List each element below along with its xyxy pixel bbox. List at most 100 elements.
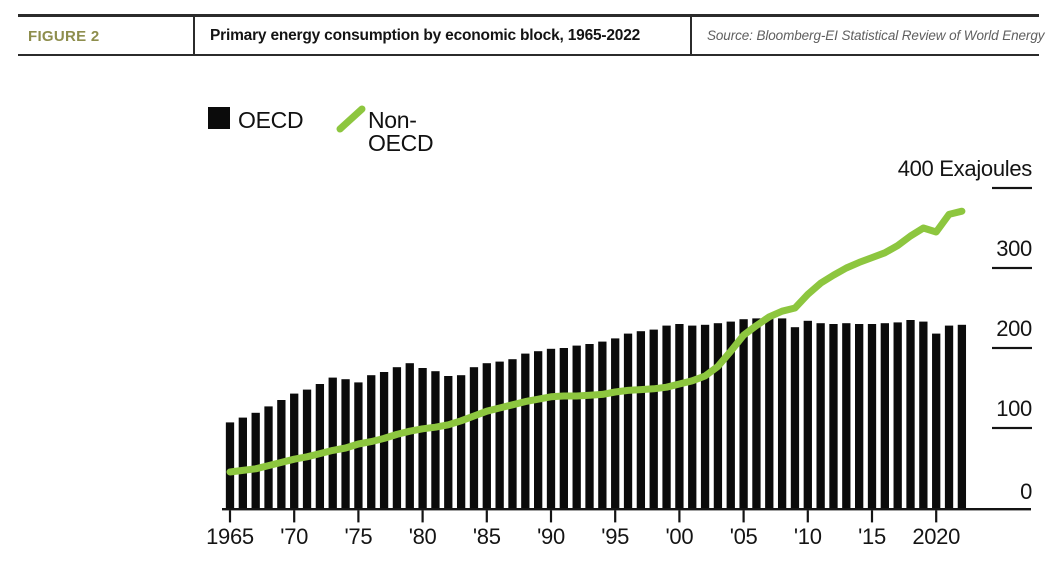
oecd-swatch-icon bbox=[208, 107, 230, 129]
oecd-bar-1966 bbox=[238, 417, 247, 508]
oecd-bar-1996 bbox=[623, 333, 633, 508]
x-tick-label-2010: '10 bbox=[794, 524, 822, 549]
oecd-bar-2006 bbox=[752, 318, 761, 508]
oecd-bar-1992 bbox=[572, 345, 581, 508]
oecd-bar-1967 bbox=[251, 412, 260, 508]
oecd-bar-2007 bbox=[765, 316, 774, 508]
oecd-bar-1990 bbox=[546, 348, 556, 508]
oecd-bar-2010 bbox=[803, 320, 812, 508]
oecd-bar-2014 bbox=[855, 324, 864, 508]
oecd-bar-1998 bbox=[649, 329, 658, 508]
x-tick-2020 bbox=[935, 510, 938, 523]
oecd-bar-1997 bbox=[636, 331, 646, 508]
x-axis-line bbox=[222, 508, 1031, 511]
x-tick-label-1965: 1965 bbox=[206, 524, 254, 549]
oecd-bar-1989 bbox=[534, 351, 543, 508]
oecd-bar-2015 bbox=[867, 324, 877, 508]
non-oecd-slash-icon bbox=[336, 105, 366, 133]
x-tick-label-1970: '70 bbox=[280, 524, 308, 549]
oecd-bar-1974 bbox=[341, 379, 350, 508]
y-tick-200 bbox=[992, 346, 1032, 350]
figure-source: Source: Bloomberg-EI Statistical Review … bbox=[707, 28, 1045, 43]
y-tick-label-0: 0 bbox=[1020, 479, 1032, 504]
x-tick-1970 bbox=[293, 510, 296, 523]
oecd-bar-2017 bbox=[893, 322, 902, 508]
oecd-bar-2011 bbox=[816, 323, 825, 508]
y-tick-100 bbox=[992, 426, 1032, 430]
oecd-bar-1972 bbox=[315, 384, 325, 508]
oecd-bar-2018 bbox=[906, 320, 915, 508]
x-tick-1990 bbox=[549, 510, 553, 523]
header-divider-2 bbox=[690, 14, 692, 56]
y-tick-label-200: 200 bbox=[996, 316, 1032, 341]
oecd-bar-2019 bbox=[919, 321, 928, 508]
x-tick-1980 bbox=[421, 510, 424, 523]
oecd-bar-1970 bbox=[290, 393, 299, 508]
oecd-bar-2003 bbox=[713, 323, 723, 508]
oecd-bar-1980 bbox=[418, 368, 427, 508]
oecd-bar-2009 bbox=[790, 327, 800, 508]
oecd-bar-1983 bbox=[456, 375, 466, 508]
oecd-bar-1987 bbox=[508, 359, 517, 508]
oecd-bar-2001 bbox=[688, 325, 697, 508]
oecd-bar-1994 bbox=[598, 341, 607, 508]
x-tick-label-2005: '05 bbox=[730, 524, 758, 549]
oecd-bar-1988 bbox=[521, 353, 530, 508]
oecd-bar-2000 bbox=[675, 324, 684, 508]
x-tick-1965 bbox=[228, 510, 232, 523]
x-tick-label-1985: '85 bbox=[473, 524, 501, 549]
oecd-bar-1991 bbox=[559, 348, 568, 508]
x-tick-label-2020: 2020 bbox=[912, 524, 960, 549]
oecd-bar-2002 bbox=[700, 324, 710, 508]
y-tick-label-100: 100 bbox=[996, 396, 1032, 421]
x-tick-label-1990: '90 bbox=[537, 524, 565, 549]
x-tick-1985 bbox=[485, 510, 488, 523]
oecd-bar-2004 bbox=[726, 321, 735, 508]
x-tick-2015 bbox=[870, 510, 874, 523]
oecd-bar-1965 bbox=[225, 422, 235, 508]
oecd-bar-2013 bbox=[842, 323, 851, 508]
x-tick-label-1995: '95 bbox=[601, 524, 629, 549]
oecd-bar-1981 bbox=[431, 371, 440, 508]
legend-label-oecd: OECD bbox=[238, 107, 304, 133]
oecd-bar-1979 bbox=[405, 363, 414, 508]
oecd-bar-1985 bbox=[482, 363, 491, 508]
x-tick-2000 bbox=[678, 510, 681, 523]
header-divider-1 bbox=[193, 14, 195, 56]
x-tick-label-2000: '00 bbox=[666, 524, 694, 549]
oecd-bar-1973 bbox=[328, 377, 337, 508]
oecd-bar-2016 bbox=[880, 323, 889, 508]
oecd-bar-2022 bbox=[957, 324, 967, 508]
oecd-bar-1982 bbox=[444, 376, 453, 508]
y-tick-label-300: 300 bbox=[996, 236, 1032, 261]
oecd-bar-2020 bbox=[932, 333, 941, 508]
x-tick-1995 bbox=[614, 510, 617, 523]
oecd-bar-2012 bbox=[829, 324, 838, 508]
oecd-bar-2008 bbox=[777, 318, 787, 508]
figure-title: Primary energy consumption by economic b… bbox=[210, 27, 641, 44]
x-tick-2010 bbox=[806, 510, 809, 523]
x-tick-2005 bbox=[742, 510, 745, 523]
y-tick-400 bbox=[992, 186, 1032, 190]
non-oecd-slash-stroke bbox=[336, 105, 366, 133]
oecd-bar-1984 bbox=[469, 367, 479, 508]
oecd-bar-1971 bbox=[302, 389, 312, 508]
legend-label-non-oecd: Non-OECD bbox=[368, 107, 434, 156]
non-oecd-line bbox=[226, 207, 966, 476]
oecd-bar-1993 bbox=[585, 344, 594, 508]
x-tick-label-1975: '75 bbox=[345, 524, 373, 549]
oecd-bar-1986 bbox=[495, 361, 504, 508]
header-bottom-rule bbox=[18, 54, 1039, 56]
oecd-bar-1968 bbox=[264, 406, 273, 508]
x-tick-1975 bbox=[357, 510, 360, 523]
header-top-rule bbox=[18, 14, 1039, 17]
oecd-bar-1999 bbox=[662, 325, 671, 508]
x-tick-label-2015: '15 bbox=[858, 524, 886, 549]
oecd-bar-2021 bbox=[944, 325, 954, 508]
y-tick-300 bbox=[992, 266, 1032, 270]
oecd-bar-1995 bbox=[611, 338, 620, 508]
oecd-bar-1969 bbox=[277, 400, 286, 508]
x-tick-label-1980: '80 bbox=[409, 524, 437, 549]
